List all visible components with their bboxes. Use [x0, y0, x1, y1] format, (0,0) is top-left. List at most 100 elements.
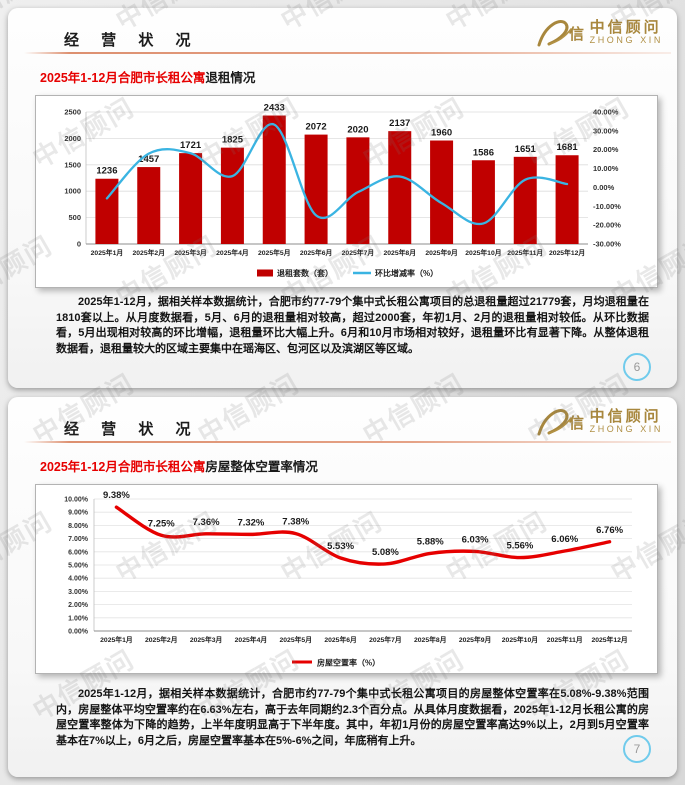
slide-header-title: 经 营 状 况 [64, 32, 200, 49]
svg-text:5.08%: 5.08% [372, 547, 399, 558]
svg-text:1000: 1000 [64, 187, 81, 196]
svg-text:30.00%: 30.00% [593, 126, 619, 135]
grid-and-axes: 0.00% 1.00% 2.00% 3.00% 4.00% 5.00% 6.00% 7.00%… [64, 497, 632, 636]
company-logo: 信 中信顾问 ZHONG XIN [535, 404, 663, 440]
slide-header-title: 经 营 状 况 [64, 421, 200, 438]
svg-text:-10.00%: -10.00% [593, 202, 621, 211]
analysis-paragraph: 2025年1-12月，据相关样本数据统计，合肥市约77-79个集中式长租公寓项目… [56, 688, 649, 747]
svg-text:1825: 1825 [222, 135, 244, 146]
svg-text:6.03%: 6.03% [462, 534, 489, 545]
svg-text:退租套数（套）: 退租套数（套） [277, 268, 333, 278]
svg-text:500: 500 [68, 213, 81, 222]
svg-text:2025年6月: 2025年6月 [324, 635, 357, 644]
analysis-paragraph: 2025年1-12月，据相关样本数据统计，合肥市约77-79个集中式长租公寓项目… [56, 296, 649, 355]
company-logo: 信 中信顾问 ZHONG XIN [535, 15, 663, 51]
logo-swoosh-icon: 信 [537, 409, 584, 436]
legend: 房屋空置率（%） [292, 658, 380, 668]
svg-text:5.53%: 5.53% [327, 541, 354, 552]
svg-text:2025年5月: 2025年5月 [280, 635, 313, 644]
line-chart-box: 0.00% 1.00% 2.00% 3.00% 4.00% 5.00% 6.00% 7.00%… [35, 484, 658, 674]
svg-text:-30.00%: -30.00% [593, 240, 621, 249]
svg-text:2.00%: 2.00% [68, 602, 89, 609]
x-axis-labels: 2025年1月 2025年2月 2025年3月 2025年4月 2025年5月 2025年… [91, 248, 586, 257]
grid-and-axes: 0 500 1000 1500 2000 2500 -30.00% -20.00% -10.00… [64, 108, 621, 249]
chart-title: 2025年1-12月合肥市长租公寓房屋整体空置率情况 [40, 456, 318, 475]
logo-name: 中信顾问 [589, 407, 662, 425]
svg-text:2025年11月: 2025年11月 [507, 248, 543, 257]
svg-text:2000: 2000 [64, 134, 81, 143]
svg-text:2025年9月: 2025年9月 [459, 635, 492, 644]
svg-text:2025年1月: 2025年1月 [100, 635, 132, 644]
svg-text:2025年2月: 2025年2月 [133, 248, 166, 257]
svg-text:1586: 1586 [473, 147, 494, 158]
svg-text:2025年4月: 2025年4月 [216, 248, 249, 257]
bar-value-labels: 1236 1457 1721 1825 2433 2072 2020 2137 1960 1586… [96, 103, 578, 177]
svg-text:2025年1月: 2025年1月 [91, 248, 124, 257]
svg-text:-20.00%: -20.00% [593, 221, 621, 230]
svg-text:2025年8月: 2025年8月 [414, 635, 447, 644]
svg-text:2025年12月: 2025年12月 [549, 248, 585, 257]
svg-text:2025年11月: 2025年11月 [547, 635, 583, 644]
svg-text:5.00%: 5.00% [68, 563, 89, 570]
mom-rate-line [105, 123, 569, 226]
header-underline [24, 441, 671, 443]
logo-text: 中信顾问 ZHONG XIN [589, 407, 663, 435]
chart-title: 2025年1-12月合肥市长租公寓退租情况 [40, 67, 255, 86]
svg-text:2025年10月: 2025年10月 [465, 248, 501, 257]
svg-text:2025年7月: 2025年7月 [369, 635, 402, 644]
svg-text:2025年6月: 2025年6月 [300, 248, 333, 257]
svg-text:1457: 1457 [138, 154, 159, 165]
svg-text:1236: 1236 [96, 166, 117, 177]
svg-text:40.00%: 40.00% [593, 108, 619, 117]
svg-text:2025年3月: 2025年3月 [190, 635, 223, 644]
svg-text:2025年9月: 2025年9月 [425, 248, 458, 257]
svg-text:0.00%: 0.00% [68, 629, 89, 636]
svg-text:1500: 1500 [64, 160, 81, 169]
svg-text:9.00%: 9.00% [68, 510, 89, 517]
svg-text:2500: 2500 [64, 108, 81, 117]
logo-subtitle: ZHONG XIN [589, 424, 663, 435]
chart-title-rest: 房屋整体空置率情况 [205, 460, 318, 474]
page-number-badge: 7 [623, 735, 651, 763]
svg-text:20.00%: 20.00% [593, 145, 619, 154]
svg-text:0.00%: 0.00% [593, 183, 615, 192]
logo-swoosh-icon: 信 [537, 20, 584, 47]
svg-text:2020: 2020 [347, 124, 368, 135]
logo-subtitle: ZHONG XIN [589, 35, 663, 46]
chart-title-highlight: 2025年1-12月合肥市长租公寓 [40, 460, 206, 474]
svg-text:0: 0 [77, 240, 81, 249]
svg-text:1.00%: 1.00% [68, 615, 89, 622]
page-number-badge: 6 [623, 353, 651, 381]
refund-combo-chart: 0 500 1000 1500 2000 2500 -30.00% -20.00% -10.00… [64, 103, 621, 278]
svg-text:2072: 2072 [306, 122, 327, 133]
bars [95, 115, 579, 244]
svg-text:7.38%: 7.38% [282, 517, 309, 528]
svg-text:1681: 1681 [557, 142, 579, 153]
x-axis-labels: 2025年1月 2025年2月 2025年3月 2025年4月 2025年5月 2025年… [100, 635, 628, 644]
svg-text:7.25%: 7.25% [148, 518, 175, 529]
logo-mark-char: 信 [569, 25, 584, 43]
svg-text:2433: 2433 [264, 103, 285, 114]
svg-text:2025年12月: 2025年12月 [591, 635, 627, 644]
svg-text:2025年2月: 2025年2月 [145, 635, 178, 644]
svg-text:6.06%: 6.06% [551, 534, 578, 545]
point-value-labels: 9.38% 7.25% 7.36% 7.32% 7.38% 5.53% 5.08% 5.88%… [103, 490, 624, 558]
chart-title-rest: 退租情况 [205, 71, 256, 85]
slide-1: 经 营 状 况 信 中信顾问 ZHONG XIN 2025年1-12月合肥市长租… [8, 8, 677, 388]
svg-text:10.00%: 10.00% [64, 497, 89, 504]
header-underline [24, 52, 671, 54]
svg-text:5.56%: 5.56% [506, 541, 533, 552]
svg-text:1721: 1721 [180, 140, 202, 151]
logo-name: 中信顾问 [589, 18, 662, 36]
svg-text:5.88%: 5.88% [417, 536, 444, 547]
svg-text:2025年7月: 2025年7月 [342, 248, 375, 257]
svg-text:8.00%: 8.00% [68, 523, 89, 530]
svg-text:2025年3月: 2025年3月 [174, 248, 207, 257]
logo-mark-char: 信 [569, 414, 584, 432]
svg-text:3.00%: 3.00% [68, 589, 89, 596]
vacancy-rate-line [114, 505, 612, 566]
chart-title-highlight: 2025年1-12月合肥市长租公寓 [40, 71, 206, 85]
svg-text:环比增减率（%）: 环比增减率（%） [375, 268, 438, 278]
svg-text:2025年5月: 2025年5月 [258, 248, 291, 257]
svg-text:10.00%: 10.00% [593, 164, 619, 173]
